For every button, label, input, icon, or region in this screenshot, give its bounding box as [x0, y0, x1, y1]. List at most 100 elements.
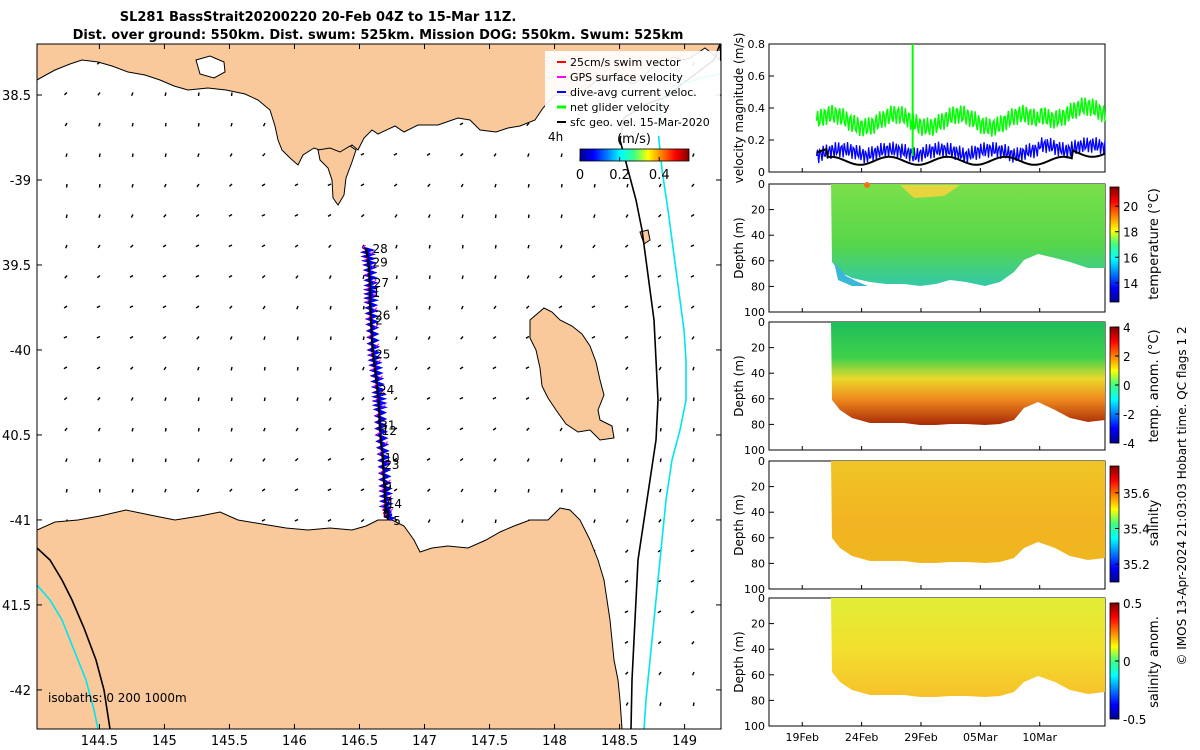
current-vector-arrow: [494, 183, 497, 188]
current-vector-arrow: [262, 122, 266, 127]
current-vector-arrow: [98, 214, 101, 219]
current-vector-arrow: [197, 458, 200, 463]
section-colorbar-tick-label: -2: [1123, 408, 1135, 422]
map-longitude-axis: 144.5 145 145.5 146 146.5 147 147.5 148 148.5 149: [81, 44, 697, 749]
current-vector-arrow: [230, 122, 233, 127]
dive-avg-velocity-line: [815, 137, 1106, 164]
current-vector-arrow: [393, 488, 398, 492]
current-vector-arrow: [197, 153, 200, 158]
current-vector-arrow: [493, 153, 497, 157]
current-vector-arrow: [460, 305, 464, 310]
current-vector-arrow: [690, 610, 695, 614]
current-vector-arrow: [130, 397, 134, 401]
current-vector-arrow: [625, 702, 629, 706]
current-vector-arrow: [262, 458, 266, 462]
current-vector-arrow: [261, 488, 266, 492]
section-colorbar-tick-label: 2: [1123, 350, 1131, 364]
current-vector-arrow: [164, 427, 167, 432]
current-vector-arrow: [460, 336, 464, 340]
current-vector-arrow: [592, 244, 596, 249]
current-vector-arrow: [162, 274, 167, 278]
current-vector-arrow: [527, 488, 530, 493]
current-vector-arrow: [360, 518, 365, 523]
current-vector-arrow: [527, 183, 530, 188]
current-vector-arrow: [96, 274, 101, 279]
velocity-y-tick-label: 0.4: [748, 102, 766, 115]
current-vector-arrow: [658, 183, 662, 188]
current-vector-arrow: [228, 213, 233, 217]
gps-velocity-tick: [373, 307, 378, 312]
current-vector-arrow: [657, 335, 662, 340]
map-lon-tick-label: 144.5: [81, 734, 118, 749]
map-lat-tick-label: 39.5: [2, 259, 31, 274]
current-vector-arrow: [690, 213, 695, 218]
gps-velocity-tick: [389, 508, 394, 512]
gps-velocity-tick: [374, 397, 379, 402]
current-vector-arrow: [426, 366, 431, 370]
map-lon-tick-label: 146: [282, 734, 307, 749]
current-vector-arrow: [526, 458, 530, 462]
current-vector-arrow: [492, 366, 497, 370]
current-vector-arrow: [657, 305, 662, 309]
temp-anomaly-section: [831, 322, 1105, 425]
current-vector-arrow: [427, 183, 431, 188]
current-vector-arrow: [261, 183, 266, 187]
current-vector-arrow: [659, 702, 662, 707]
depth-tick-label: 100: [744, 583, 765, 596]
current-vector-arrow: [461, 275, 464, 280]
current-vector-arrow: [460, 153, 464, 157]
gps-velocity-tick: [386, 460, 390, 464]
temperature-cold-patch: [834, 262, 868, 286]
track-day-label: 1: [372, 286, 380, 300]
legend-item-gps-velocity: GPS surface velocity: [557, 71, 683, 84]
land-flinders-island: [529, 307, 615, 441]
track-day-label: 31: [380, 419, 395, 433]
legend-box: [545, 51, 720, 136]
current-vector-arrow: [690, 579, 695, 583]
gps-velocity-tick: [384, 441, 389, 445]
isobaths-label: isobaths: 0 200 1000m: [48, 691, 187, 705]
current-vector-arrow: [65, 458, 68, 463]
current-vector-arrow: [263, 336, 266, 341]
current-vector-arrow: [362, 275, 365, 280]
current-vector-arrow: [626, 427, 629, 432]
current-vector-arrow: [459, 122, 464, 126]
current-vector-arrow: [162, 244, 167, 248]
current-vector-arrow: [64, 275, 68, 279]
velocity-y-tick-label: 0: [758, 166, 765, 179]
current-vector-arrow: [261, 274, 266, 279]
gps-velocity-tick: [365, 271, 370, 276]
current-vector-arrow: [459, 457, 464, 462]
current-vector-arrow: [426, 427, 431, 431]
current-vector-arrow: [692, 427, 695, 432]
gps-velocity-tick: [378, 450, 383, 455]
current-vector-arrow: [692, 366, 695, 371]
current-vector-arrow: [393, 183, 398, 187]
current-vector-arrow: [393, 457, 398, 461]
sfc-geo-velocity-line: [816, 148, 1106, 166]
track-day-label: 5: [393, 514, 401, 528]
current-vector-arrow: [63, 366, 68, 370]
current-vector-arrow: [395, 244, 398, 249]
current-vector-arrow: [494, 488, 497, 493]
legend-item-sfc-geo: sfc geo. vel. 15-Mar-2020: [557, 116, 710, 129]
depth-tick-label: 100: [744, 720, 765, 733]
current-vector-arrow: [494, 519, 497, 524]
current-vector-arrow: [559, 244, 563, 249]
current-vector-arrow: [98, 153, 101, 158]
current-vector-arrow: [63, 396, 68, 401]
time-tick-label: 10Mar: [1022, 731, 1057, 744]
current-vector-arrow: [360, 457, 365, 461]
map-lon-tick-label: 145.5: [211, 734, 248, 749]
current-vector-arrow: [327, 488, 332, 492]
colorbar: [579, 148, 690, 162]
current-vector-arrow: [624, 335, 629, 339]
current-vector-arrow: [230, 366, 233, 371]
current-vector-arrow: [97, 92, 101, 96]
current-vector-arrow: [626, 488, 629, 493]
gps-velocity-tick: [381, 403, 386, 408]
gps-velocity-tick: [362, 244, 366, 249]
current-vector-arrow: [691, 153, 695, 157]
map-lon-tick-label: 147.5: [471, 734, 508, 749]
